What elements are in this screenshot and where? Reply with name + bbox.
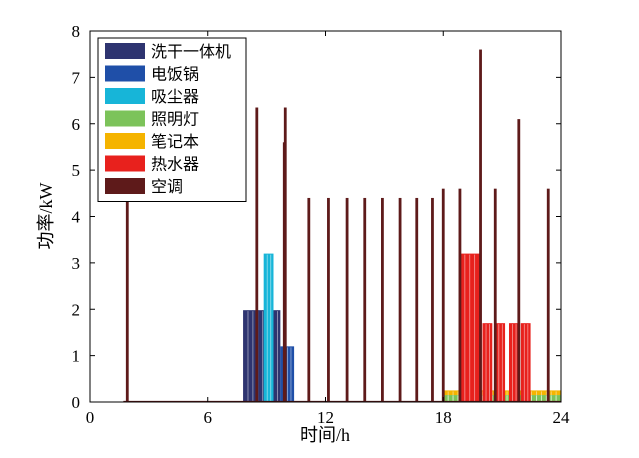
spike-15 [493,188,497,402]
legend-swatch [105,110,145,127]
spike-5 [327,197,330,402]
series-1 [280,346,295,402]
legend-swatch [105,155,145,172]
x-tick-label: 12 [317,408,334,427]
legend-swatch [105,43,145,59]
y-tick-label: 4 [72,208,81,227]
spike-8 [381,197,384,402]
bar-5-0 [459,253,481,402]
y-tick-label: 0 [72,393,81,412]
x-axis-title: 时间/h [300,425,350,445]
y-tick-label: 3 [72,254,81,273]
spike-1 [255,107,259,403]
y-tick-label: 8 [72,22,81,41]
y-tick-label: 5 [72,161,81,180]
x-tick-label: 18 [435,408,452,427]
bar-5-3 [508,323,519,402]
spike-10 [415,197,419,402]
spike-3 [282,142,286,403]
bar-5-4 [520,323,531,402]
legend-label: 电饭锅 [151,66,199,84]
legend-label: 照明灯 [151,111,199,129]
series-2 [263,253,274,402]
legend-swatch [105,178,145,194]
y-tick-label: 7 [72,68,81,87]
legend-label: 空调 [151,178,183,196]
legend-label: 洗干一体机 [151,43,231,61]
spike-7 [363,197,367,402]
legend-swatch [105,88,145,104]
legend-label: 热水器 [151,156,199,174]
spike-14 [479,49,482,403]
spike-9 [398,197,402,402]
legend-swatch [105,65,145,82]
x-tick-label: 6 [204,408,213,427]
bar-5-1 [482,323,493,402]
legend-label: 笔记本 [151,133,199,151]
spike-4 [307,197,311,402]
bar-5-2 [495,323,506,402]
legend-label: 吸尘器 [151,88,199,106]
spike-11 [431,197,434,402]
x-tick-label: 0 [86,408,95,427]
spike-0 [125,197,129,402]
y-tick-label: 6 [72,115,81,134]
y-axis-title: 功率/kW [36,182,56,249]
spike-17 [546,188,550,402]
spike-6 [345,197,349,402]
x-tick-label: 24 [553,408,571,427]
spike-12 [441,188,445,402]
bar-0-0 [243,310,281,402]
legend-swatch [105,133,145,149]
series-0 [243,310,281,402]
y-tick-label: 2 [72,300,81,319]
series-5 [459,253,531,402]
spike-13 [458,188,462,402]
bar-2-0 [263,253,274,402]
spike-16 [517,119,521,403]
y-tick-label: 1 [72,347,81,366]
